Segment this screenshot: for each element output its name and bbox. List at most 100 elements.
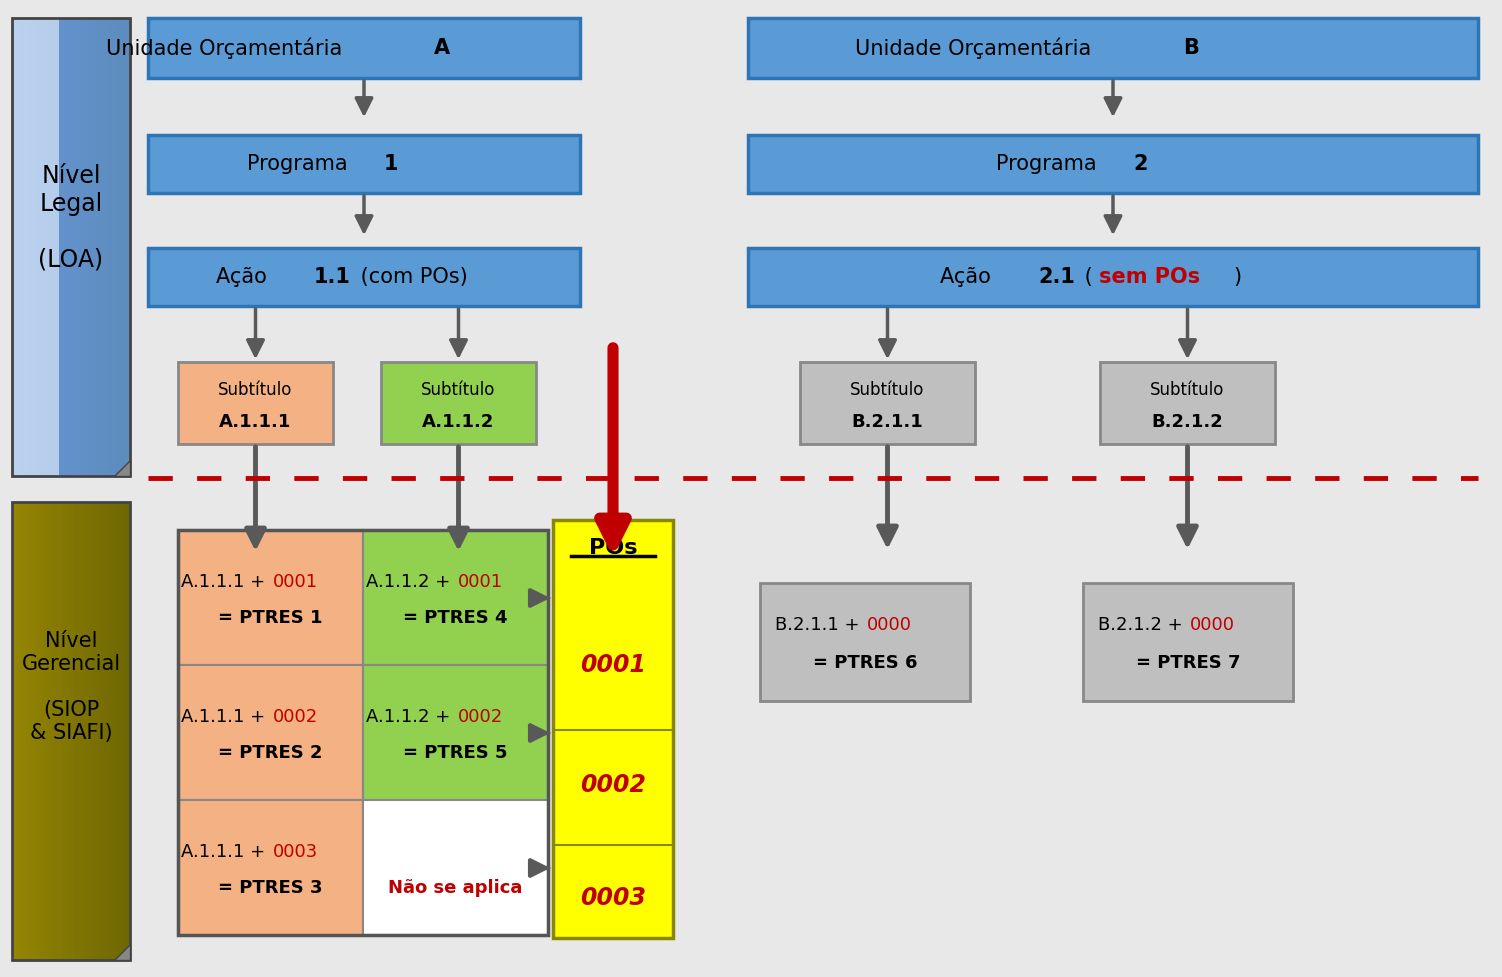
Bar — [68, 18, 69, 476]
Bar — [69, 502, 72, 960]
Bar — [39, 502, 42, 960]
Bar — [93, 502, 95, 960]
Bar — [179, 530, 548, 935]
Bar — [62, 18, 63, 476]
Bar — [63, 502, 66, 960]
Bar — [30, 502, 32, 960]
Text: A.1.1.1 +: A.1.1.1 + — [180, 573, 270, 591]
Bar — [50, 502, 53, 960]
Bar — [39, 18, 42, 476]
Text: Ação: Ação — [216, 267, 273, 287]
Bar — [42, 18, 44, 476]
Text: B.2.1.1: B.2.1.1 — [852, 413, 924, 431]
Bar — [75, 18, 78, 476]
Text: 0002: 0002 — [458, 708, 503, 726]
Bar — [96, 18, 99, 476]
Bar — [87, 18, 89, 476]
Polygon shape — [114, 460, 131, 476]
Bar — [107, 18, 108, 476]
Bar — [77, 502, 80, 960]
Bar — [20, 502, 23, 960]
Bar — [748, 135, 1478, 193]
Bar — [102, 502, 105, 960]
Bar — [96, 502, 99, 960]
Text: 2.1: 2.1 — [1038, 267, 1075, 287]
Text: A.1.1.1 +: A.1.1.1 + — [180, 708, 270, 726]
Bar — [114, 18, 117, 476]
Bar — [17, 502, 18, 960]
Text: = PTRES 3: = PTRES 3 — [218, 879, 323, 897]
Bar — [84, 502, 87, 960]
Bar — [80, 18, 81, 476]
Bar — [149, 135, 580, 193]
Bar — [32, 18, 35, 476]
Bar — [24, 18, 26, 476]
Bar — [38, 502, 41, 960]
Bar — [179, 530, 363, 665]
Bar — [126, 18, 129, 476]
Bar — [38, 18, 41, 476]
Bar — [74, 502, 75, 960]
Bar — [57, 502, 60, 960]
Bar — [27, 502, 30, 960]
Text: (: ( — [1078, 267, 1093, 287]
Bar — [119, 502, 120, 960]
Bar — [27, 18, 30, 476]
Bar — [113, 502, 114, 960]
Bar — [65, 18, 68, 476]
Text: Programa: Programa — [996, 154, 1102, 174]
Bar — [95, 18, 98, 476]
Text: 0002: 0002 — [580, 773, 646, 797]
Bar — [110, 18, 113, 476]
Bar — [748, 18, 1478, 78]
Bar — [801, 362, 975, 444]
Bar — [125, 18, 126, 476]
Text: POs: POs — [589, 538, 637, 558]
Text: 0003: 0003 — [580, 886, 646, 910]
Bar — [81, 502, 83, 960]
Text: 0001: 0001 — [580, 653, 646, 677]
Bar — [122, 502, 125, 960]
Bar — [48, 502, 50, 960]
Bar — [101, 502, 104, 960]
Text: (com POs): (com POs) — [354, 267, 467, 287]
Text: A: A — [434, 38, 451, 58]
Bar — [179, 800, 363, 935]
Text: A.1.1.1: A.1.1.1 — [219, 413, 291, 431]
Bar — [53, 18, 56, 476]
Bar — [122, 18, 125, 476]
Text: Unidade Orçamentária: Unidade Orçamentária — [107, 37, 348, 59]
Bar — [44, 18, 47, 476]
Bar — [59, 502, 62, 960]
Bar — [99, 18, 101, 476]
Bar — [14, 502, 17, 960]
Text: B: B — [1184, 38, 1199, 58]
Text: ): ) — [1233, 267, 1241, 287]
Bar — [53, 502, 56, 960]
Bar — [45, 502, 48, 960]
Bar — [179, 665, 363, 800]
Text: 1: 1 — [385, 154, 398, 174]
Bar — [71, 502, 74, 960]
Bar — [74, 18, 75, 476]
Text: 0001: 0001 — [272, 573, 317, 591]
Text: Programa: Programa — [246, 154, 354, 174]
Bar — [81, 18, 83, 476]
Text: A.1.1.1 +: A.1.1.1 + — [180, 843, 270, 861]
Text: B.2.1.2 +: B.2.1.2 + — [1098, 616, 1188, 634]
Bar — [114, 502, 117, 960]
Bar — [12, 502, 15, 960]
Bar — [95, 502, 98, 960]
Bar — [65, 502, 68, 960]
Bar — [68, 502, 69, 960]
Bar — [12, 18, 15, 476]
Bar — [18, 18, 21, 476]
Bar — [44, 502, 47, 960]
Text: Subtítulo: Subtítulo — [1151, 381, 1224, 399]
Bar — [14, 18, 17, 476]
Bar — [90, 502, 93, 960]
Bar — [1083, 583, 1293, 701]
Text: = PTRES 7: = PTRES 7 — [1136, 654, 1241, 672]
Text: Nível
Legal

(LOA): Nível Legal (LOA) — [39, 164, 104, 272]
Bar — [63, 18, 66, 476]
